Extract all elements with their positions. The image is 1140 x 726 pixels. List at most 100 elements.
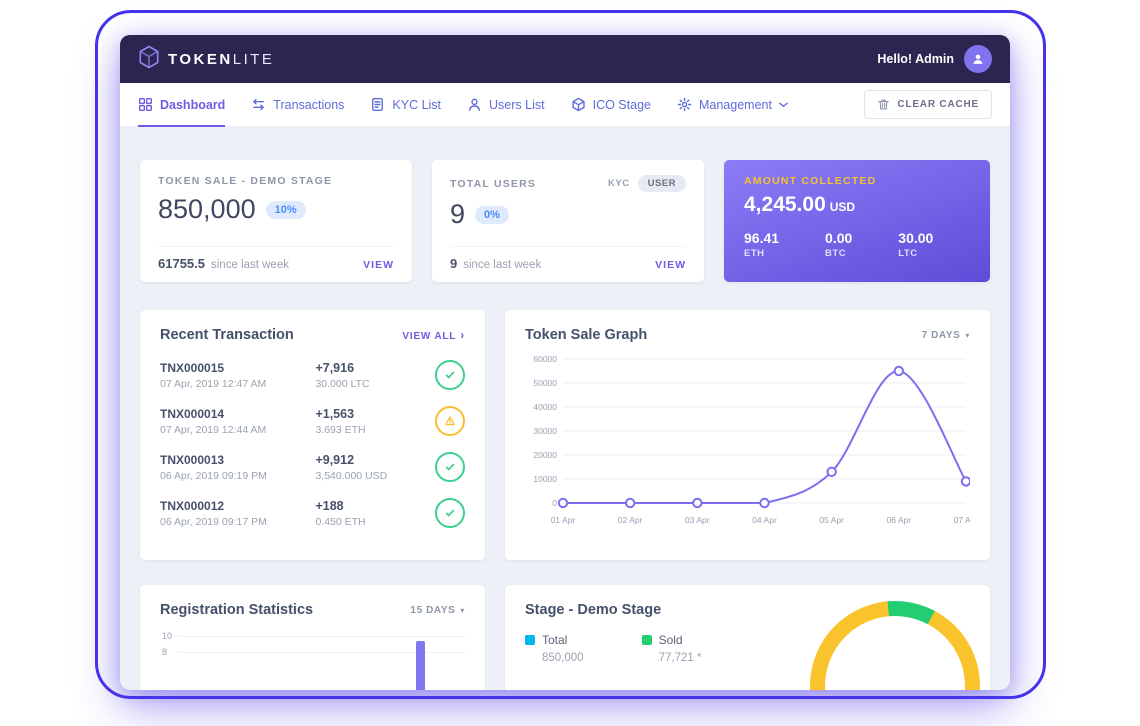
- token-sale-delta: 61755.5: [158, 256, 205, 271]
- bottom-row: Registration Statistics 15 DAYS 10 8: [140, 585, 990, 690]
- y-tick-10: 10: [162, 631, 173, 641]
- nav-item-label: Transactions: [273, 97, 345, 112]
- clear-cache-button[interactable]: CLEAR CACHE: [864, 90, 992, 119]
- amount-collected-label: AMOUNT COLLECTED: [744, 175, 877, 187]
- recent-transactions-card: Recent Transaction VIEW ALL TNX000015 07 …: [140, 310, 485, 560]
- kyc-list-icon: [370, 97, 385, 112]
- user-avatar[interactable]: [964, 45, 992, 73]
- greeting-text: Hello! Admin: [877, 52, 954, 66]
- user-icon: [973, 54, 983, 64]
- toggle-user[interactable]: USER: [637, 175, 686, 192]
- breakdown-eth: 96.41 ETH: [744, 230, 780, 259]
- gridline: [178, 652, 465, 653]
- token-sale-value: 850,000: [158, 194, 256, 224]
- amount-breakdown: 96.41 ETH 0.00 BTC 30.00 LTC: [744, 230, 970, 259]
- transaction-row[interactable]: TNX000012 06 Apr, 2019 09:17 PM +188 0.450 …: [160, 490, 465, 536]
- user-area: Hello! Admin: [877, 45, 992, 73]
- legend-sold: Sold 77,721 *: [641, 633, 701, 664]
- chevron-down-icon: [779, 102, 788, 108]
- y-tick-8: 8: [162, 647, 168, 657]
- sold-swatch: [641, 635, 652, 645]
- graph-range-dropdown[interactable]: 7 DAYS: [922, 330, 970, 341]
- transaction-amount: +9,912: [315, 452, 355, 467]
- view-all-link[interactable]: VIEW ALL: [402, 328, 465, 342]
- token-sale-graph-title: Token Sale Graph: [525, 327, 648, 343]
- stage-title: Stage - Demo Stage: [525, 602, 662, 618]
- transaction-id-col: TNX000015 07 Apr, 2019 12:47 AM: [160, 361, 315, 390]
- main-content: TOKEN SALE - DEMO STAGE 850,000 10% 6175…: [120, 127, 1010, 690]
- transaction-id-col: TNX000013 06 Apr, 2019 09:19 PM: [160, 453, 315, 482]
- stage-card: Stage - Demo Stage Total 850,000 Sold 77…: [505, 585, 990, 690]
- amount-collected-card: AMOUNT COLLECTED 4,245.00 USD 96.41 ETH 0…: [724, 160, 990, 282]
- nav-item-kyc-list[interactable]: KYC List: [370, 83, 441, 127]
- top-header: TOKENLITE Hello! Admin: [120, 35, 1010, 83]
- transaction-id-col: TNX000012 06 Apr, 2019 09:17 PM: [160, 499, 315, 528]
- svg-text:06 Apr: 06 Apr: [887, 515, 912, 525]
- recent-transactions-title: Recent Transaction: [160, 327, 294, 343]
- transaction-amount-col: +1,563 3.693 ETH: [315, 407, 435, 436]
- svg-text:03 Apr: 03 Apr: [685, 515, 710, 525]
- transaction-list: TNX000015 07 Apr, 2019 12:47 AM +7,916 30.0…: [160, 352, 465, 536]
- nav-item-management[interactable]: Management: [677, 83, 788, 127]
- transaction-date: 06 Apr, 2019 09:19 PM: [160, 469, 267, 482]
- dashboard-icon: [138, 97, 153, 112]
- svg-text:40000: 40000: [533, 402, 557, 412]
- total-users-delta-caption: since last week: [463, 259, 542, 271]
- token-sale-graph-card: Token Sale Graph 7 DAYS 0 10000 20000 30000…: [505, 310, 990, 560]
- token-sale-card: TOKEN SALE - DEMO STAGE 850,000 10% 6175…: [140, 160, 412, 282]
- registration-range-dropdown[interactable]: 15 DAYS: [410, 605, 465, 616]
- toggle-kyc[interactable]: KYC: [608, 178, 630, 189]
- ico-stage-icon: [571, 97, 586, 112]
- brand-logo[interactable]: TOKENLITE: [138, 45, 274, 74]
- nav-item-label: Users List: [489, 97, 545, 112]
- middle-row: Recent Transaction VIEW ALL TNX00001507 …: [140, 310, 990, 560]
- total-users-badge: 0%: [475, 205, 509, 224]
- token-sale-label: TOKEN SALE - DEMO STAGE: [158, 175, 333, 187]
- gridline: [178, 636, 465, 637]
- transaction-amount-col: +9,912 3,540.000 USD: [315, 453, 435, 482]
- svg-text:30000: 30000: [533, 426, 557, 436]
- transaction-id: TNX000013: [160, 452, 225, 467]
- total-users-view-link[interactable]: VIEW: [655, 259, 686, 271]
- nav-item-transactions[interactable]: Transactions: [251, 83, 344, 127]
- transaction-date: 07 Apr, 2019 12:44 AM: [160, 423, 267, 436]
- transaction-id: TNX000012: [160, 498, 225, 513]
- svg-text:50000: 50000: [533, 378, 557, 388]
- transaction-row[interactable]: TNX000014 07 Apr, 2019 12:44 AM +1,563 3.69…: [160, 398, 465, 444]
- transaction-detail: 3.693 ETH: [315, 423, 366, 436]
- transaction-amount: +7,916: [315, 360, 355, 375]
- registration-statistics-card: Registration Statistics 15 DAYS 10 8: [140, 585, 485, 690]
- nav-item-label: KYC List: [392, 97, 442, 112]
- transaction-detail: 0.450 ETH: [315, 515, 366, 528]
- check-circle-icon: [435, 498, 465, 528]
- summary-row: TOKEN SALE - DEMO STAGE 850,000 10% 6175…: [140, 160, 990, 282]
- main-nav: Dashboard Transactions KYC List Users List I…: [120, 83, 1010, 127]
- nav-item-dashboard[interactable]: Dashboard: [138, 83, 225, 127]
- kyc-user-toggle: KYC USER: [608, 175, 686, 192]
- transactions-icon: [251, 97, 266, 112]
- svg-text:20000: 20000: [533, 450, 557, 460]
- clear-cache-label: CLEAR CACHE: [897, 99, 979, 110]
- svg-text:01 Apr: 01 Apr: [551, 515, 576, 525]
- amount-collected-currency: USD: [829, 200, 856, 214]
- token-sale-badge: 10%: [265, 200, 306, 219]
- nav-item-label: ICO Stage: [592, 97, 651, 112]
- brand-name: TOKENLITE: [168, 50, 275, 68]
- transaction-id: TNX000015: [160, 360, 225, 375]
- management-icon: [677, 97, 692, 112]
- transaction-amount-col: +7,916 30.000 LTC: [315, 361, 435, 390]
- registration-bar: [416, 640, 426, 690]
- transaction-id: TNX000014: [160, 406, 225, 421]
- token-sale-view-link[interactable]: VIEW: [363, 259, 394, 271]
- breakdown-btc: 0.00 BTC: [825, 230, 853, 259]
- tokenlite-logo-icon: [138, 45, 160, 74]
- svg-text:05 Apr: 05 Apr: [819, 515, 844, 525]
- legend-total: Total 850,000: [525, 633, 584, 664]
- nav-item-ico-stage[interactable]: ICO Stage: [571, 83, 651, 127]
- nav-item-label: Management: [698, 97, 772, 112]
- token-sale-line-chart: 0 10000 20000 30000 40000 50000 60000 01 Apr 02 …: [533, 354, 978, 525]
- nav-item-users-list[interactable]: Users List: [467, 83, 545, 127]
- transaction-row[interactable]: TNX000015 07 Apr, 2019 12:47 AM +7,916 30.0…: [160, 352, 465, 398]
- transaction-row[interactable]: TNX000013 06 Apr, 2019 09:19 PM +9,912 3,54…: [160, 444, 465, 490]
